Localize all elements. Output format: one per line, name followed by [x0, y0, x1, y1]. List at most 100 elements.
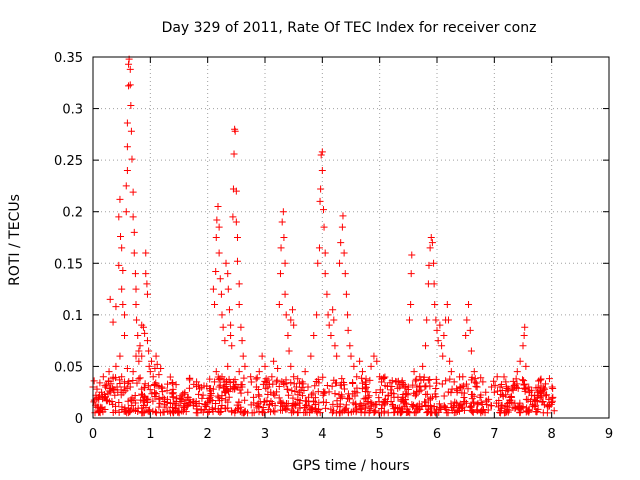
data-point: [344, 311, 352, 319]
data-point: [539, 397, 547, 405]
baseline-point: [532, 384, 540, 392]
data-point: [258, 352, 266, 360]
y-tick-label: 0.25: [54, 154, 83, 169]
baseline-point: [335, 391, 343, 399]
data-point: [317, 151, 325, 159]
data-point: [225, 306, 233, 314]
baseline-point: [394, 377, 402, 385]
baseline-point: [229, 385, 237, 393]
data-point: [212, 234, 220, 241]
data-point: [99, 373, 107, 381]
data-point: [216, 275, 224, 283]
baseline-point: [112, 402, 120, 410]
baseline-point: [172, 381, 180, 389]
baseline-point: [351, 400, 359, 408]
data-point: [353, 373, 361, 381]
data-point: [135, 347, 143, 355]
baseline-point: [106, 387, 114, 395]
data-point: [164, 395, 172, 403]
baseline-point: [255, 392, 263, 400]
data-point: [112, 303, 120, 311]
baseline-point: [519, 404, 527, 412]
data-point: [126, 65, 134, 73]
baseline-point: [454, 404, 462, 412]
baseline-point: [294, 375, 302, 383]
data-point: [93, 385, 101, 393]
data-point: [239, 352, 247, 360]
data-point: [439, 352, 447, 360]
data-point: [155, 371, 163, 379]
baseline-point: [275, 394, 283, 402]
baseline-point: [338, 408, 346, 416]
data-point: [106, 388, 114, 396]
data-point: [505, 385, 513, 393]
baseline-point: [415, 404, 423, 412]
data-point: [329, 306, 337, 314]
data-point: [213, 216, 221, 224]
baseline-point: [168, 378, 176, 386]
data-point: [430, 259, 438, 267]
baseline-point: [421, 383, 429, 391]
baseline-point: [155, 394, 163, 402]
baseline-point: [516, 405, 524, 413]
data-point: [159, 393, 167, 401]
data-point: [152, 352, 160, 360]
data-points: [89, 55, 558, 417]
baseline-point: [446, 375, 454, 383]
data-point: [307, 352, 315, 360]
data-point: [270, 357, 278, 365]
baseline-point: [331, 390, 339, 398]
x-tick-label: 0: [89, 427, 97, 442]
baseline-point: [149, 397, 157, 405]
x-tick-label: 4: [318, 427, 326, 442]
data-point: [462, 331, 470, 339]
baseline-point: [448, 385, 456, 393]
data-point: [548, 399, 556, 407]
data-point: [438, 342, 446, 350]
baseline-point: [177, 392, 185, 400]
data-point: [314, 259, 322, 267]
baseline-point: [149, 407, 157, 415]
data-point: [450, 378, 458, 386]
baseline-point: [186, 376, 194, 384]
data-point: [244, 388, 252, 396]
data-point: [172, 397, 180, 405]
baseline-point: [252, 375, 260, 383]
baseline-point: [461, 398, 469, 406]
data-point: [109, 318, 117, 326]
data-point: [231, 127, 239, 135]
baseline-point: [463, 399, 471, 407]
baseline-point: [131, 391, 139, 399]
baseline-point: [477, 408, 485, 416]
baseline-point: [427, 395, 435, 403]
baseline-point: [468, 390, 476, 398]
baseline-point: [477, 374, 485, 382]
data-point: [456, 383, 464, 391]
baseline-point: [166, 373, 174, 381]
baseline-point: [301, 397, 309, 405]
baseline-point: [226, 379, 234, 387]
data-point: [384, 391, 392, 399]
baseline-point: [545, 375, 553, 383]
data-point: [432, 316, 440, 324]
data-point: [279, 208, 287, 216]
baseline-point: [288, 406, 296, 414]
data-point: [341, 270, 349, 278]
data-point: [227, 331, 235, 339]
data-point: [130, 249, 138, 257]
y-tick-label: 0.1: [62, 309, 83, 324]
data-point: [142, 249, 150, 257]
data-point: [141, 393, 149, 401]
baseline-point: [398, 378, 406, 386]
data-point: [221, 337, 229, 345]
baseline-point: [367, 402, 375, 410]
data-point: [467, 347, 475, 355]
data-point: [211, 378, 219, 386]
baseline-point: [521, 385, 529, 393]
data-point: [96, 379, 104, 387]
data-point: [356, 357, 364, 365]
y-axis-label: ROTI / TECUs: [7, 194, 23, 286]
baseline-point: [409, 381, 417, 389]
baseline-point: [539, 386, 547, 394]
baseline-point: [458, 401, 466, 409]
